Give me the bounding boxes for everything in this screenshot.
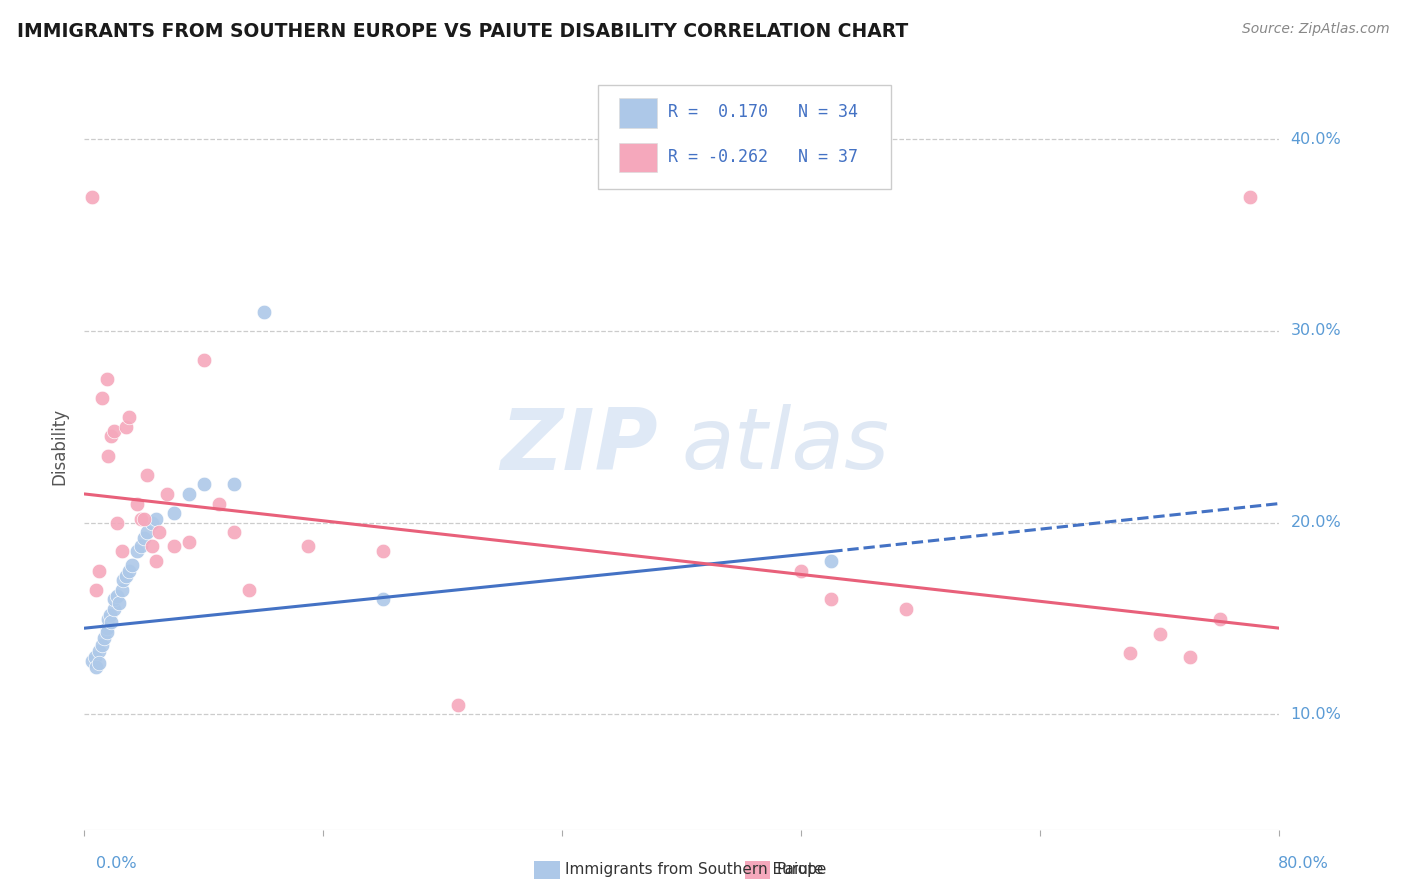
Point	[80, 190, 103, 204]
Point	[97, 449, 120, 463]
Point	[91, 391, 114, 405]
Point	[129, 512, 152, 526]
Point	[103, 424, 125, 438]
Text: ZIP: ZIP	[501, 404, 658, 488]
Point	[118, 564, 141, 578]
Point	[193, 477, 215, 491]
Y-axis label: Disability: Disability	[51, 408, 69, 484]
Point	[103, 602, 125, 616]
Point	[118, 410, 141, 425]
Point	[297, 539, 319, 553]
Point	[136, 467, 159, 482]
Point	[163, 506, 186, 520]
Point	[136, 525, 159, 540]
Point	[193, 352, 215, 367]
Point	[373, 544, 395, 558]
Point	[86, 659, 108, 673]
Point	[129, 539, 152, 553]
Point	[89, 564, 111, 578]
Point	[1178, 649, 1201, 664]
Point	[1239, 190, 1261, 204]
Point	[107, 596, 129, 610]
Text: Paiute: Paiute	[776, 863, 824, 877]
Point	[121, 558, 143, 572]
Point	[91, 639, 114, 653]
Point	[96, 372, 118, 386]
Text: 30.0%: 30.0%	[1291, 324, 1341, 338]
Point	[89, 656, 111, 670]
Point	[141, 516, 163, 530]
Point	[125, 544, 148, 558]
Point	[1209, 612, 1232, 626]
Point	[894, 602, 917, 616]
Point	[132, 531, 156, 545]
Point	[1119, 646, 1142, 660]
Text: IMMIGRANTS FROM SOUTHERN EUROPE VS PAIUTE DISABILITY CORRELATION CHART: IMMIGRANTS FROM SOUTHERN EUROPE VS PAIUT…	[17, 22, 908, 41]
Text: 40.0%: 40.0%	[1291, 132, 1341, 146]
Bar	[619, 143, 657, 172]
Point	[145, 554, 167, 568]
Point	[177, 487, 200, 501]
Text: 20.0%: 20.0%	[1291, 516, 1341, 530]
Point	[86, 582, 108, 597]
Point	[93, 631, 115, 645]
Point	[373, 592, 395, 607]
Point	[177, 534, 200, 549]
Text: atlas: atlas	[682, 404, 890, 488]
Point	[1149, 627, 1171, 641]
Text: R =  0.170   N = 34: R = 0.170 N = 34	[668, 103, 858, 121]
Point	[155, 487, 177, 501]
Point	[790, 564, 813, 578]
Point	[238, 582, 260, 597]
Point	[148, 525, 170, 540]
Point	[96, 621, 118, 635]
FancyBboxPatch shape	[599, 86, 891, 189]
Point	[222, 477, 245, 491]
Text: 80.0%: 80.0%	[1278, 856, 1329, 871]
Point	[145, 512, 167, 526]
Point	[253, 305, 276, 319]
Point	[97, 612, 120, 626]
Point	[115, 569, 138, 583]
Point	[103, 592, 125, 607]
Text: Source: ZipAtlas.com: Source: ZipAtlas.com	[1241, 22, 1389, 37]
Point	[447, 698, 470, 712]
Point	[111, 582, 134, 597]
Text: 10.0%: 10.0%	[1291, 707, 1341, 722]
Point	[83, 649, 105, 664]
Text: Immigrants from Southern Europe: Immigrants from Southern Europe	[565, 863, 827, 877]
Point	[222, 525, 245, 540]
Point	[163, 539, 186, 553]
Point	[208, 496, 231, 510]
Point	[89, 644, 111, 658]
Point	[112, 573, 135, 587]
Point	[100, 615, 122, 630]
Point	[111, 544, 134, 558]
Point	[98, 607, 121, 622]
Point	[105, 589, 128, 603]
Point	[820, 592, 842, 607]
Point	[820, 554, 842, 568]
Text: 0.0%: 0.0%	[96, 856, 136, 871]
Point	[96, 625, 118, 640]
Text: R = -0.262   N = 37: R = -0.262 N = 37	[668, 148, 858, 166]
Point	[132, 512, 156, 526]
Point	[115, 420, 138, 434]
Point	[125, 496, 148, 510]
Point	[141, 539, 163, 553]
Point	[80, 654, 103, 668]
Point	[105, 516, 128, 530]
Point	[100, 429, 122, 443]
Bar	[619, 98, 657, 128]
